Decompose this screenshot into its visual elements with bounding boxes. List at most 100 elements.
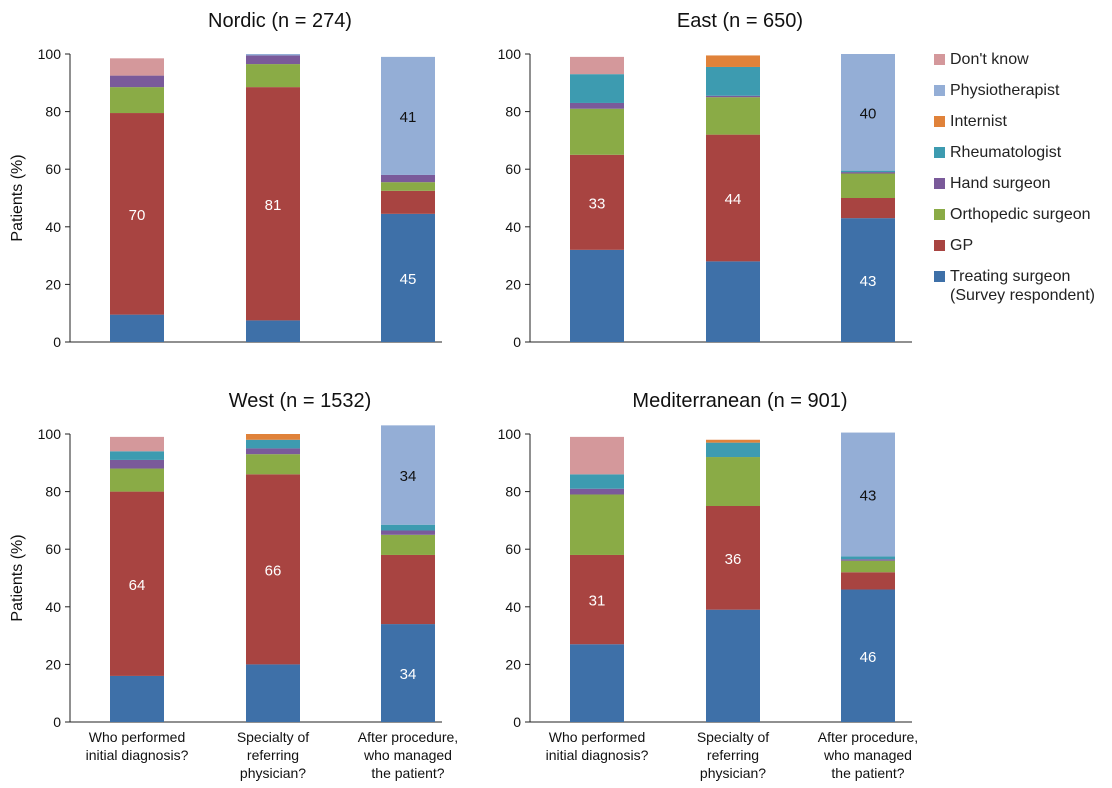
panel-title-1: East (n = 650) bbox=[677, 10, 803, 32]
y-tick-label-3-80: 80 bbox=[505, 484, 521, 500]
bar-segment-3-1-5 bbox=[706, 439, 760, 443]
x-tick-label-3-2-0: After procedure, bbox=[818, 729, 918, 745]
y-axis-label-0: Patients (%) bbox=[9, 154, 26, 241]
bar-segment-0-2-3 bbox=[381, 174, 435, 183]
y-tick-label-2-20: 20 bbox=[45, 656, 61, 672]
bar-segment-2-2-2 bbox=[381, 534, 435, 555]
legend-label-gp: GP bbox=[950, 237, 974, 254]
y-tick-label-1-40: 40 bbox=[505, 219, 521, 235]
data-label-0-0-1: 70 bbox=[129, 207, 146, 224]
bar-segment-0-1-3 bbox=[246, 55, 300, 65]
y-tick-label-2-40: 40 bbox=[45, 599, 61, 615]
y-tick-label-1-0: 0 bbox=[513, 334, 521, 350]
y-tick-label-2-80: 80 bbox=[45, 484, 61, 500]
bar-segment-1-0-2 bbox=[570, 108, 624, 155]
bar-segment-2-0-7 bbox=[110, 436, 164, 452]
legend-item-physiotherapist: Physiotherapist bbox=[934, 81, 1059, 100]
bar-segment-3-2-0 bbox=[841, 589, 895, 722]
bar-segment-1-2-0 bbox=[841, 218, 895, 342]
x-tick-label-2-1-2: physician? bbox=[240, 765, 306, 781]
bar-segment-1-1-1 bbox=[706, 134, 760, 262]
bar-segment-0-2-6 bbox=[381, 56, 435, 175]
legend-label-hand-surgeon: Hand surgeon bbox=[950, 175, 1051, 192]
bar-segment-1-0-3 bbox=[570, 102, 624, 109]
bar-segment-1-1-0 bbox=[706, 261, 760, 342]
legend-item-orthopedic-surgeon: Orthopedic surgeon bbox=[934, 205, 1091, 224]
y-tick-label-1-60: 60 bbox=[505, 161, 521, 177]
bar-segment-3-0-2 bbox=[570, 494, 624, 555]
y-tick-label-0-0: 0 bbox=[53, 334, 61, 350]
legend-item-dont-know: Don't know bbox=[934, 50, 1029, 69]
y-tick-label-1-100: 100 bbox=[498, 46, 522, 62]
y-tick-label-0-40: 40 bbox=[45, 219, 61, 235]
bar-segment-2-0-1 bbox=[110, 491, 164, 676]
bar-segment-2-1-5 bbox=[246, 434, 300, 440]
bar-segment-1-2-1 bbox=[841, 198, 895, 219]
bar-segment-3-0-7 bbox=[570, 436, 624, 475]
y-tick-label-0-60: 60 bbox=[45, 161, 61, 177]
bar-segment-2-0-2 bbox=[110, 468, 164, 492]
y-tick-label-3-0: 0 bbox=[513, 714, 521, 730]
bar-segment-0-1-2 bbox=[246, 64, 300, 88]
data-label-3-0-1: 31 bbox=[589, 593, 606, 610]
data-label-3-2-6: 43 bbox=[860, 487, 877, 504]
legend-label-physiotherapist: Physiotherapist bbox=[950, 82, 1060, 99]
legend-item-treating-surgeon: Treating surgeon (Survey respondent) bbox=[934, 267, 1095, 305]
y-tick-label-3-20: 20 bbox=[505, 656, 521, 672]
legend-item-gp: GP bbox=[934, 236, 973, 255]
legend-swatch-gp bbox=[934, 240, 945, 251]
bar-segment-1-1-5 bbox=[706, 55, 760, 67]
y-axis-label-2: Patients (%) bbox=[9, 534, 26, 621]
legend-swatch-dont-know bbox=[934, 54, 945, 65]
bar-segment-0-2-1 bbox=[381, 190, 435, 214]
legend-swatch-rheumatologist bbox=[934, 147, 945, 158]
x-tick-label-2-0-0: Who performed bbox=[89, 729, 185, 745]
bar-segment-3-0-0 bbox=[570, 644, 624, 722]
x-tick-label-3-0-1: initial diagnosis? bbox=[546, 747, 649, 763]
data-label-2-0-1: 64 bbox=[129, 577, 146, 594]
y-tick-label-1-80: 80 bbox=[505, 104, 521, 120]
bar-segment-2-1-2 bbox=[246, 454, 300, 475]
panel-title-3: Mediterranean (n = 901) bbox=[632, 390, 847, 412]
bar-segment-2-2-3 bbox=[381, 530, 435, 535]
x-tick-label-3-2-1: who managed bbox=[823, 747, 912, 763]
bar-segment-0-2-2 bbox=[381, 182, 435, 191]
x-tick-label-3-1-2: physician? bbox=[700, 765, 766, 781]
bar-segment-0-2-0 bbox=[381, 213, 435, 342]
bar-segment-1-2-4 bbox=[841, 170, 895, 173]
legend-label-internist: Internist bbox=[950, 113, 1007, 130]
bar-segment-1-0-1 bbox=[570, 154, 624, 250]
data-label-1-0-1: 33 bbox=[589, 195, 606, 212]
x-tick-label-3-1-0: Specialty of bbox=[697, 729, 769, 745]
bar-segment-1-1-4 bbox=[706, 66, 760, 96]
bar-segment-3-1-4 bbox=[706, 442, 760, 458]
data-label-2-1-1: 66 bbox=[265, 562, 282, 579]
bar-segment-3-1-1 bbox=[706, 506, 760, 610]
x-tick-label-2-2-1: who managed bbox=[363, 747, 452, 763]
y-tick-label-2-0: 0 bbox=[53, 714, 61, 730]
bar-segment-3-2-1 bbox=[841, 572, 895, 590]
legend-swatch-treating-surgeon bbox=[934, 271, 945, 282]
legend-swatch-internist bbox=[934, 116, 945, 127]
bar-segment-3-2-6 bbox=[841, 432, 895, 557]
data-label-1-2-0: 43 bbox=[860, 273, 877, 290]
y-tick-label-2-60: 60 bbox=[45, 541, 61, 557]
bar-segment-2-0-4 bbox=[110, 451, 164, 460]
bar-segment-2-2-1 bbox=[381, 554, 435, 625]
legend-item-rheumatologist: Rheumatologist bbox=[934, 143, 1061, 162]
panel-title-2: West (n = 1532) bbox=[229, 390, 371, 412]
bar-segment-1-0-0 bbox=[570, 249, 624, 342]
data-label-0-2-0: 45 bbox=[400, 271, 417, 288]
x-tick-label-3-2-2: the patient? bbox=[831, 765, 904, 781]
bar-segment-3-1-0 bbox=[706, 609, 760, 722]
x-tick-label-3-1-1: referring bbox=[707, 747, 759, 763]
bar-segment-3-2-2 bbox=[841, 560, 895, 573]
bar-segment-1-1-3 bbox=[706, 95, 760, 98]
data-label-0-2-6: 41 bbox=[400, 109, 417, 126]
bar-segment-0-1-1 bbox=[246, 87, 300, 321]
bar-segment-0-0-3 bbox=[110, 75, 164, 88]
legend-swatch-physiotherapist bbox=[934, 85, 945, 96]
bar-segment-0-0-0 bbox=[110, 314, 164, 342]
bar-segment-0-1-0 bbox=[246, 320, 300, 342]
x-tick-label-2-2-0: After procedure, bbox=[358, 729, 458, 745]
